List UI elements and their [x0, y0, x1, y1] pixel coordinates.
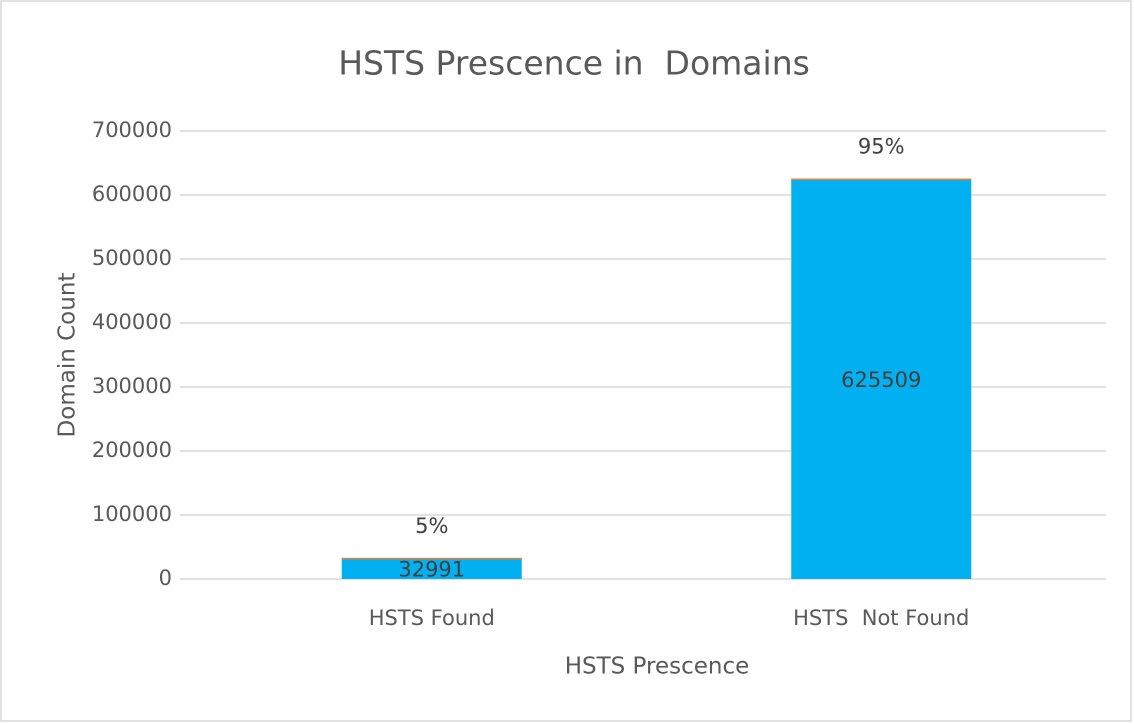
bar: [791, 178, 972, 181]
y-tick-label: 400000: [92, 310, 172, 334]
chart-title: HSTS Prescence in Domains: [338, 44, 810, 83]
x-tick-label: HSTS Not Found: [793, 606, 969, 630]
bar: [341, 557, 522, 579]
y-tick-label: 100000: [92, 502, 172, 526]
y-tick-label: 300000: [92, 374, 172, 398]
data-label: 32991: [398, 557, 465, 581]
y-tick-label: 500000: [92, 246, 172, 270]
data-label: 5%: [415, 514, 448, 538]
bar: [341, 557, 522, 560]
y-tick-label: 700000: [92, 118, 172, 142]
bar: [791, 178, 972, 579]
x-tick-label: HSTS Found: [369, 606, 495, 630]
data-label: 625509: [841, 368, 921, 392]
y-tick-label: 600000: [92, 182, 172, 206]
y-tick-label: 0: [159, 566, 172, 590]
y-tick-label: 200000: [92, 438, 172, 462]
y-axis-title: Domain Count: [55, 273, 81, 438]
x-axis-title: HSTS Prescence: [565, 654, 750, 680]
data-label: 95%: [858, 135, 905, 159]
